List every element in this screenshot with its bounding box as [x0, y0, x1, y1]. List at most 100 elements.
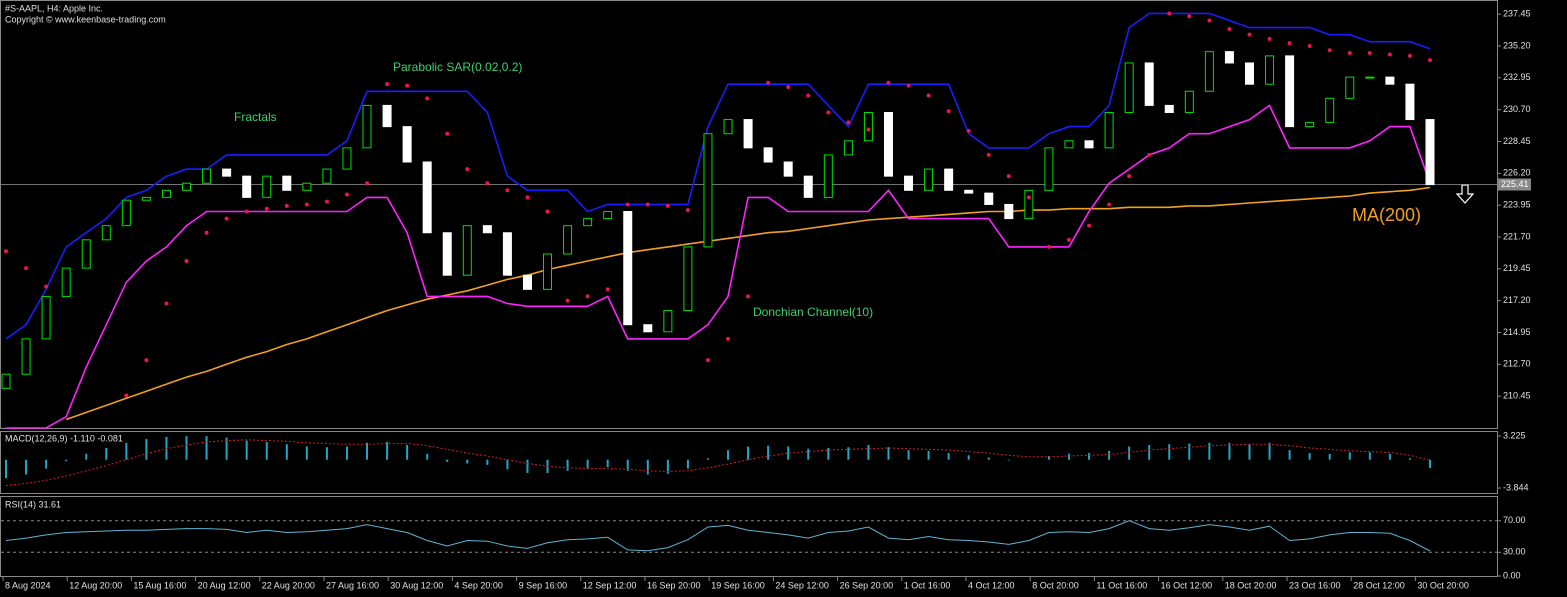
sar-dot [946, 109, 951, 114]
chart-title: #S-AAPL, H4: Apple Inc. [5, 3, 103, 13]
x-tick-label: 30 Aug 12:00 [390, 580, 443, 590]
candle [883, 111, 893, 177]
candle [41, 295, 51, 340]
candle [863, 111, 873, 142]
candle [723, 119, 733, 135]
sar-dot [906, 83, 911, 88]
candle [1104, 111, 1114, 149]
y-tick-label: 223.95 [1503, 200, 1531, 210]
sar-dot [1127, 174, 1132, 179]
sar-dot [585, 294, 590, 299]
sar-dot [365, 181, 370, 186]
sar-dot [1046, 244, 1051, 249]
y-tick-label: 219.45 [1503, 263, 1531, 273]
y-tick-label: 235.20 [1503, 40, 1531, 50]
sar-dot [1087, 223, 1092, 228]
sar-dot [1207, 18, 1212, 23]
rsi-line [5, 520, 1431, 552]
candle [1204, 51, 1214, 92]
x-tick-label: 30 Oct 20:00 [1417, 580, 1469, 590]
sar-dot [304, 202, 309, 207]
sar-dot [766, 80, 771, 85]
sar-dot [4, 249, 8, 254]
candle [482, 225, 492, 234]
candle [623, 211, 633, 326]
rsi-panel-frame [0, 496, 1498, 577]
sar-dot [545, 209, 550, 214]
x-tick-label: 11 Oct 16:00 [1096, 580, 1147, 590]
y-tick-label: 3.225 [1503, 430, 1526, 440]
y-tick-label: 232.95 [1503, 72, 1531, 82]
candle [1, 373, 11, 389]
sar-dot [144, 358, 149, 363]
sar-dot [1347, 51, 1352, 56]
sar-dot [986, 152, 991, 157]
sar-dot [44, 284, 49, 289]
candle [1244, 62, 1254, 85]
donchian-lower [6, 104, 1431, 429]
x-tick-label: 16 Sep 20:00 [647, 580, 701, 590]
rsi-title: RSI(14) 31.61 [5, 499, 61, 509]
candle [1224, 51, 1234, 64]
x-tick-label: 8 Aug 2024 [5, 580, 51, 590]
sar-dot [485, 181, 490, 186]
sar-dot [886, 80, 891, 85]
x-tick-label: 12 Sep 12:00 [583, 580, 637, 590]
sar-dot [1107, 202, 1112, 207]
candle [1405, 83, 1415, 121]
candle [81, 239, 91, 269]
sar-dot [1147, 152, 1152, 157]
candle [161, 189, 171, 198]
x-tick-label: 26 Sep 20:00 [840, 580, 894, 590]
candle [1004, 203, 1014, 220]
sar-dot [1167, 11, 1172, 16]
candle [643, 324, 653, 333]
candle [502, 232, 512, 276]
candle [1285, 55, 1295, 128]
candle [522, 274, 532, 290]
sar-dot [405, 83, 410, 88]
x-tick-label: 16 Oct 12:00 [1161, 580, 1213, 590]
candle [1385, 76, 1395, 85]
candle [1144, 62, 1154, 106]
x-tick-label: 4 Oct 12:00 [968, 580, 1015, 590]
candle [563, 225, 573, 255]
candle [342, 147, 352, 170]
candle [1044, 147, 1054, 191]
candle [322, 168, 332, 184]
y-tick-label: 217.20 [1503, 295, 1531, 305]
candle [141, 196, 151, 201]
donchian-upper [5, 12, 1431, 340]
sar-dot [1187, 14, 1192, 19]
chart-subtitle: Copyright © www.keenbase-trading.com [5, 14, 166, 24]
candle [282, 175, 292, 191]
fractals-label: Fractals [234, 110, 277, 124]
candle [1184, 90, 1194, 113]
y-tick-label: 221.70 [1503, 231, 1531, 241]
sar-dot [1367, 51, 1372, 56]
sar-dot [204, 230, 209, 235]
sar-dot [164, 301, 169, 306]
sar-dot [1247, 32, 1252, 37]
candle [242, 175, 252, 198]
x-tick-label: 4 Sep 20:00 [454, 580, 503, 590]
sar-dot [866, 127, 871, 132]
macd-signal [5, 439, 1431, 486]
ma-line [65, 186, 1431, 421]
y-tick-label: 228.45 [1503, 136, 1531, 146]
candle [61, 267, 71, 297]
sar-dot [525, 195, 530, 200]
x-tick-label: 19 Sep 16:00 [711, 580, 765, 590]
sar-dot [1387, 52, 1392, 57]
sar-dot [1006, 174, 1011, 179]
sar-dot [1227, 27, 1232, 32]
x-tick-label: 8 Oct 20:00 [1032, 580, 1079, 590]
macd-panel-frame [0, 431, 1498, 494]
sar-dot [284, 203, 289, 208]
donchian-label: Donchian Channel(10) [753, 305, 873, 319]
candle [984, 192, 994, 205]
y-tick-label: 70.00 [1503, 515, 1526, 525]
candle [422, 161, 432, 234]
x-tick-label: 9 Sep 16:00 [519, 580, 568, 590]
